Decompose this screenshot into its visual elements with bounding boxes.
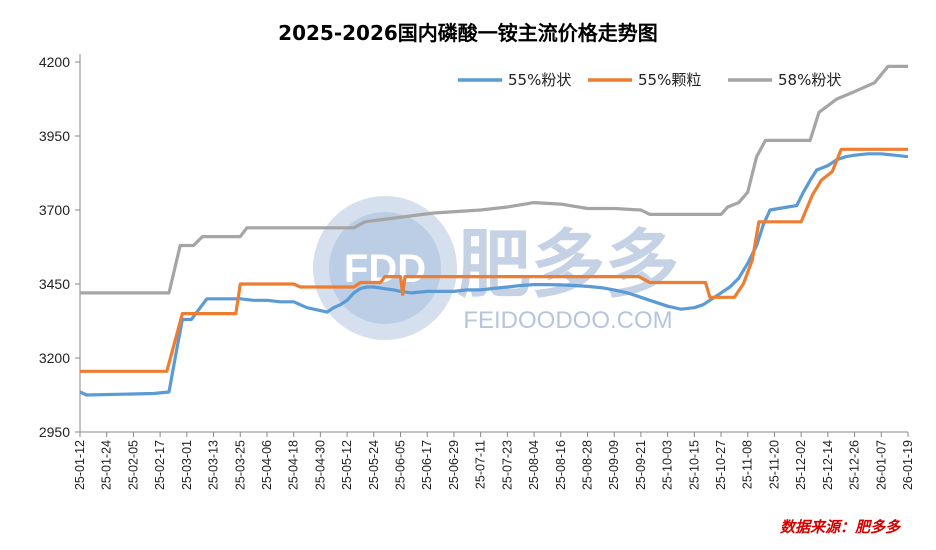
legend-label: 55%粉状: [508, 71, 571, 89]
x-tick-label: 25-10-27: [714, 440, 728, 490]
series-group: [79, 64, 909, 397]
x-tick-label: 25-06-05: [394, 440, 408, 490]
x-tick-label: 25-02-17: [153, 440, 167, 490]
x-tick-label: 25-09-21: [634, 440, 648, 490]
axes: 2950 3200 3450 3700 3950 4200 25-01-12 25-01-24…: [39, 54, 915, 490]
x-tick-label: 25-11-08: [741, 440, 755, 489]
series-line-2: [80, 147, 908, 373]
legend: 55%粉状 55%颗粒 58%粉状: [458, 71, 841, 89]
x-tick-label: 25-06-29: [447, 440, 461, 490]
y-tick-label: 4200: [39, 54, 70, 70]
x-tick-label: 25-05-12: [340, 440, 354, 490]
x-tick-label: 25-09-09: [607, 440, 621, 490]
x-tick-label: 26-01-19: [901, 440, 915, 490]
x-tick-label: 25-04-18: [287, 440, 301, 490]
x-tick-label: 25-03-13: [207, 440, 221, 490]
y-tick-label: 2950: [39, 424, 70, 440]
x-tick-label: 25-08-16: [554, 440, 568, 490]
x-tick-label: 25-08-04: [527, 440, 541, 490]
x-tick-label: 25-12-02: [794, 440, 808, 490]
x-tick-label: 25-12-26: [848, 440, 862, 490]
x-tick-label: 25-04-30: [313, 440, 327, 490]
legend-label: 58%粉状: [778, 71, 841, 89]
series-line-3: [80, 64, 908, 295]
x-tick-label: 25-11-20: [767, 440, 781, 489]
chart-title: 2025-2026国内磷酸一铵主流价格走势图: [278, 21, 658, 45]
watermark: FDD 肥多多 FEIDOODOO.COM: [313, 196, 679, 340]
x-tick-label: 25-05-24: [367, 440, 381, 490]
x-tick-label: 26-01-07: [874, 440, 888, 490]
x-tick-label: 25-07-11: [474, 440, 488, 489]
x-tick-label: 25-08-28: [580, 440, 594, 490]
series-line-1: [79, 152, 909, 397]
x-tick-label: 25-10-15: [687, 440, 701, 490]
watermark-domain: FEIDOODOO.COM: [463, 307, 672, 334]
x-tick-label: 25-12-14: [821, 440, 835, 490]
y-tick-label: 3700: [39, 202, 70, 218]
x-tick-label: 25-04-06: [260, 440, 274, 490]
y-tick-label: 3450: [39, 276, 70, 292]
x-tick-label: 25-07-23: [500, 440, 514, 490]
x-tick-label: 25-02-05: [126, 440, 140, 490]
x-tick-label: 25-01-24: [100, 440, 114, 490]
x-tick-label: 25-03-25: [233, 440, 247, 490]
x-tick-label: 25-10-03: [661, 440, 675, 490]
legend-label: 55%颗粒: [638, 71, 701, 89]
x-tick-label: 25-06-17: [420, 440, 434, 490]
y-tick-label: 3200: [39, 350, 70, 366]
source-note: 数据来源：肥多多: [780, 518, 901, 536]
watermark-logo-icon: [313, 196, 457, 340]
x-tick-label: 25-03-01: [180, 440, 194, 490]
y-tick-label: 3950: [39, 128, 70, 144]
x-tick-label: 25-01-12: [73, 440, 87, 490]
watermark-brand: 肥多多: [457, 222, 679, 308]
